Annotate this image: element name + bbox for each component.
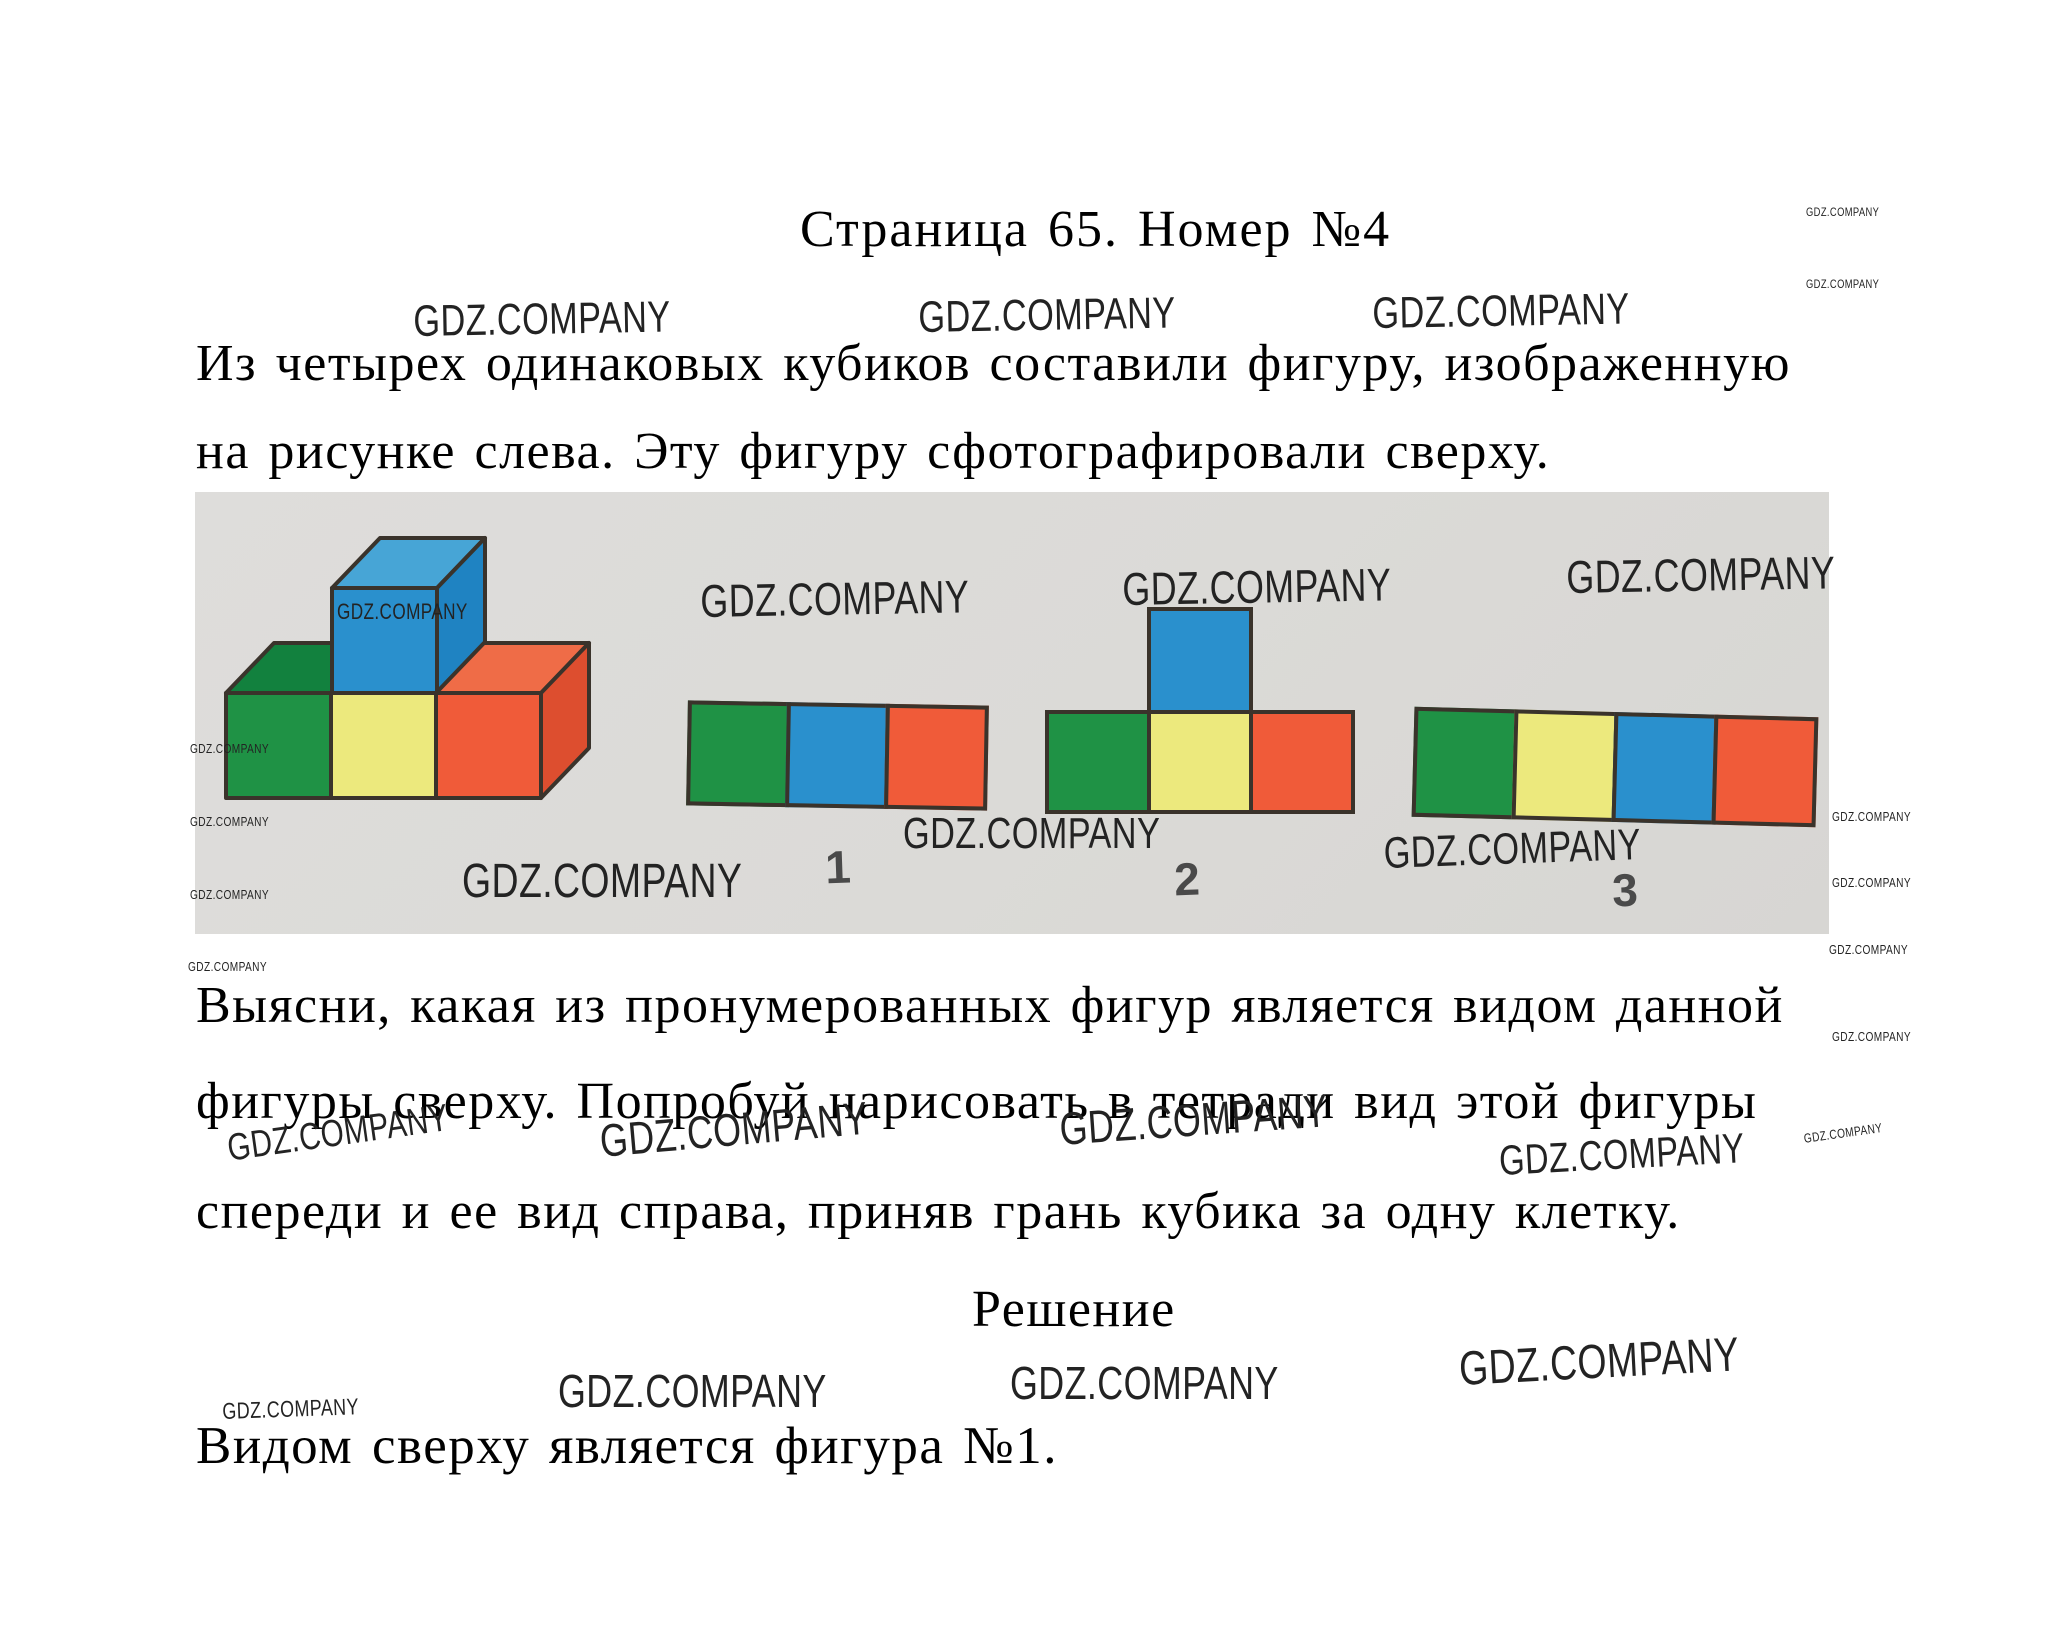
- blue-square: [785, 702, 890, 809]
- blue-square: [1611, 711, 1719, 825]
- figure-option-2: [1045, 607, 1355, 814]
- problem-line-4: фигуры сверху. Попробуй нарисовать в тет…: [196, 1073, 1758, 1130]
- textbook-photo: 1 2 3: [195, 492, 1829, 934]
- watermark: GDZ.COMPANY: [903, 809, 1161, 858]
- green-square: [1045, 710, 1151, 814]
- figure-2-row: [1045, 710, 1355, 814]
- watermark: GDZ.COMPANY: [462, 855, 743, 908]
- watermark: GDZ.COMPANY: [1832, 875, 1912, 890]
- watermark: GDZ.COMPANY: [1832, 809, 1912, 824]
- problem-line-5: спереди и ее вид справа, приняв грань ку…: [196, 1183, 1681, 1240]
- watermark: GDZ.COMPANY: [221, 1393, 360, 1424]
- watermark: GDZ.COMPANY: [412, 292, 672, 346]
- yellow-square: [1511, 709, 1619, 823]
- problem-line-3: Выясни, какая из пронумерованных фигур я…: [196, 977, 1784, 1034]
- watermark: GDZ.COMPANY: [188, 959, 268, 974]
- figure-3-row: [1411, 706, 1819, 828]
- watermark: GDZ.COMPANY: [1829, 942, 1909, 957]
- solution-answer: Видом сверху является фигура №1.: [196, 1417, 1059, 1475]
- watermark: GDZ.COMPANY: [1802, 1120, 1884, 1146]
- figure-1-label: 1: [824, 840, 852, 894]
- figure-1-row: [686, 700, 989, 811]
- green-square: [1411, 706, 1519, 820]
- watermark: GDZ.COMPANY: [190, 887, 270, 902]
- problem-line-2: на рисунке слева. Эту фигуру сфотографир…: [196, 423, 1551, 480]
- figure-3-label: 3: [1611, 863, 1639, 917]
- yellow-cube-front-face: [329, 691, 438, 800]
- green-cube-front-face: [224, 691, 333, 800]
- figure-option-3: [1411, 706, 1819, 828]
- watermark: GDZ.COMPANY: [699, 570, 970, 627]
- watermark: GDZ.COMPANY: [1010, 1357, 1279, 1409]
- orange-square: [1711, 714, 1819, 828]
- watermark: GDZ.COMPANY: [917, 288, 1177, 342]
- problem-line-1: Из четырех одинаковых кубиков составили …: [196, 335, 1791, 392]
- watermark: GDZ.COMPANY: [1832, 1029, 1912, 1044]
- watermark: GDZ.COMPANY: [1371, 284, 1631, 338]
- orange-square: [1249, 710, 1355, 814]
- watermark: GDZ.COMPANY: [1457, 1328, 1741, 1396]
- blue-cube-front-face: [330, 586, 439, 695]
- watermark: GDZ.COMPANY: [190, 814, 270, 829]
- orange-square: [884, 703, 989, 811]
- green-square: [686, 700, 791, 808]
- watermark: GDZ.COMPANY: [1497, 1124, 1746, 1184]
- yellow-square: [1147, 710, 1253, 814]
- watermark: GDZ.COMPANY: [558, 1365, 827, 1417]
- watermark: GDZ.COMPANY: [1121, 558, 1392, 615]
- watermark: GDZ.COMPANY: [1806, 205, 1880, 219]
- blue-square-top: [1147, 607, 1253, 714]
- figure-option-1: [686, 700, 989, 811]
- figure-2-label: 2: [1173, 852, 1201, 906]
- watermark: GDZ.COMPANY: [1565, 546, 1836, 603]
- watermark: GDZ.COMPANY: [1806, 277, 1880, 291]
- watermark: GDZ.COMPANY: [190, 741, 270, 756]
- orange-cube-front-face: [434, 691, 543, 800]
- watermark: GDZ.COMPANY: [337, 599, 468, 624]
- page-title: Страница 65. Номер №4: [800, 201, 1392, 258]
- cube-3d-figure: [224, 536, 591, 800]
- solution-heading: Решение: [972, 1281, 1176, 1338]
- watermark: GDZ.COMPANY: [1382, 820, 1642, 878]
